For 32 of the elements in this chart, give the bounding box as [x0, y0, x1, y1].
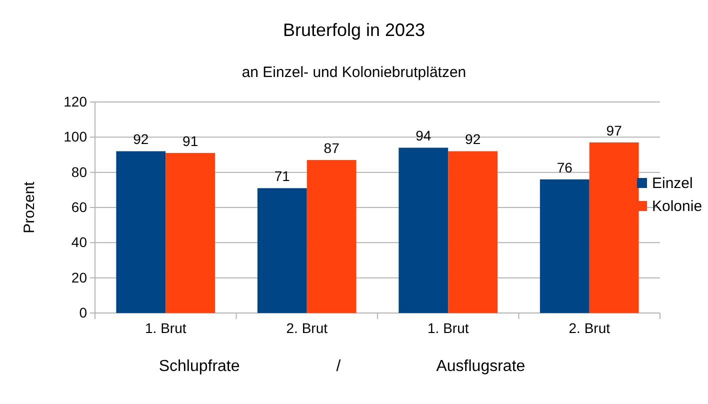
y-axis-title: Prozent	[21, 180, 38, 234]
data-label: 92	[465, 131, 481, 148]
y-tick-label: 20	[71, 269, 88, 286]
bar	[116, 151, 166, 313]
chart-subtitle: an Einzel- und Koloniebrutplätzen	[242, 64, 466, 81]
data-label: 87	[324, 140, 340, 156]
x-tick-label: 2. Brut	[568, 320, 610, 336]
bar	[306, 160, 356, 313]
data-label: 76	[556, 159, 573, 176]
y-tick-label: 40	[71, 234, 88, 250]
legend-label: Kolonie	[652, 198, 702, 215]
legend-label: Einzel	[652, 175, 693, 192]
x-tick-label: 2. Brut	[286, 320, 328, 336]
data-label: 97	[606, 122, 622, 138]
data-label: 71	[274, 168, 290, 184]
data-label: 92	[133, 131, 149, 148]
data-label: 91	[182, 132, 198, 149]
bar	[398, 148, 448, 313]
x-tick-label: 1. Brut	[145, 320, 186, 336]
y-tick-label: 100	[64, 128, 88, 145]
x-axis-title: Schlupfrate / Ausflugsrate	[158, 358, 526, 375]
y-tick-label: 80	[71, 164, 88, 180]
y-tick-label: 0	[79, 304, 88, 320]
y-tick-label: 120	[64, 93, 88, 110]
chart-title: Bruterfolg in 2023	[282, 20, 426, 40]
bar	[540, 179, 590, 313]
bar	[166, 152, 216, 313]
bar	[257, 188, 307, 313]
data-label: 94	[416, 128, 432, 144]
y-tick-label: 60	[71, 198, 88, 215]
bar	[448, 151, 498, 313]
x-tick-label: 1. Brut	[428, 320, 469, 336]
